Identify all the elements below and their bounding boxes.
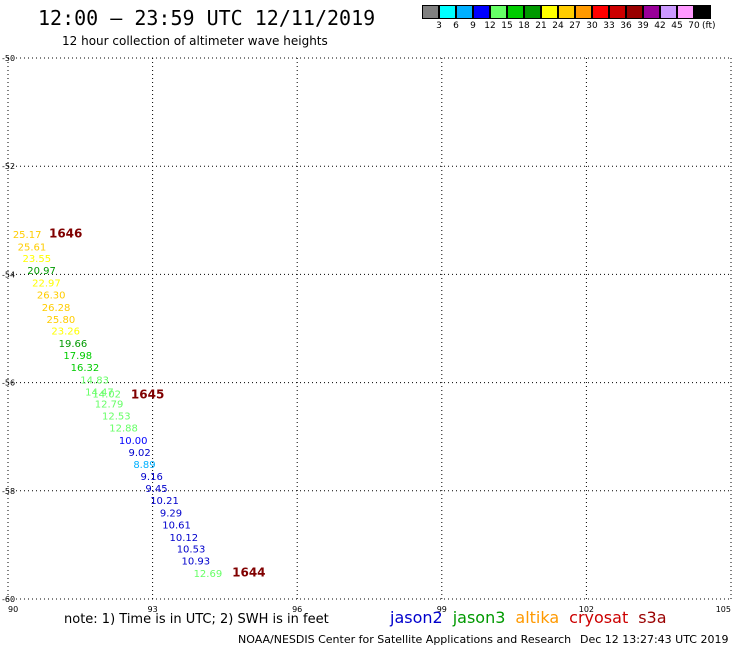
wave-height-value: 12.88 xyxy=(109,424,138,435)
color-scale-unit: (ft) xyxy=(702,21,716,31)
wave-height-value: 25.80 xyxy=(47,315,76,326)
color-swatch xyxy=(694,5,711,19)
color-scale-label: 12 xyxy=(484,21,496,31)
color-swatch xyxy=(524,5,541,19)
color-scale-label: 39 xyxy=(637,21,649,31)
wave-height-value: 12.79 xyxy=(95,400,124,411)
time-labels: 1646 1645 1644 xyxy=(49,226,266,579)
color-scale-label: 30 xyxy=(586,21,598,31)
wave-height-value: 10.61 xyxy=(162,520,191,531)
units-note: note: 1) Time is in UTC; 2) SWH is in fe… xyxy=(64,612,329,627)
wave-height-value: 9.02 xyxy=(129,448,151,459)
wave-height-value: 10.93 xyxy=(182,557,211,568)
latitude-tick-label: -56 xyxy=(2,379,15,388)
color-swatch xyxy=(677,5,694,19)
page-title: 12:00 – 23:59 UTC 12/11/2019 xyxy=(38,6,376,30)
color-swatch xyxy=(575,5,592,19)
color-swatch xyxy=(473,5,490,19)
color-swatch xyxy=(541,5,558,19)
wave-height-value: 10.21 xyxy=(150,496,179,507)
latitude-tick-label: -60 xyxy=(2,595,15,604)
wave-height-value: 14.47 xyxy=(85,387,114,398)
wave-height-value: 8.89 xyxy=(133,460,155,471)
color-scale-label: 21 xyxy=(535,21,547,31)
wave-height-value: 25.17 xyxy=(13,230,42,241)
credit-text: NOAA/NESDIS Center for Satellite Applica… xyxy=(238,633,572,646)
latitude-tick-label: -58 xyxy=(2,487,15,496)
color-scale-label: 9 xyxy=(470,21,476,31)
wave-height-value: 23.55 xyxy=(22,254,51,265)
color-swatch xyxy=(507,5,524,19)
color-scale-label: 27 xyxy=(569,21,581,31)
wave-height-value: 19.66 xyxy=(59,339,88,350)
legend-item-s3a: s3a xyxy=(638,608,667,627)
longitude-tick-label: 93 xyxy=(148,605,158,614)
longitude-tick-label: 99 xyxy=(437,605,447,614)
color-swatch xyxy=(558,5,575,19)
color-swatch xyxy=(439,5,456,19)
wave-height-value: 10.00 xyxy=(119,436,148,447)
pass-time-label: 1644 xyxy=(232,565,265,579)
wave-height-value: 9.45 xyxy=(145,484,167,495)
wave-height-value: 10.12 xyxy=(169,533,198,544)
wave-height-value: 14.02 xyxy=(92,389,121,400)
wave-height-value: 20.97 xyxy=(27,266,56,277)
color-scale-label: 6 xyxy=(453,21,459,31)
satellite-legend: jason2 jason3 altika cryosat s3a xyxy=(390,608,677,627)
wave-height-value: 22.97 xyxy=(32,279,61,290)
wave-height-value: 25.61 xyxy=(18,242,47,253)
color-swatch xyxy=(626,5,643,19)
timestamp-text: Dec 12 13:27:43 UTC 2019 xyxy=(580,633,729,646)
color-swatch xyxy=(592,5,609,19)
color-swatch xyxy=(609,5,626,19)
color-scale-label: 33 xyxy=(603,21,615,31)
pass-time-label: 1646 xyxy=(49,226,82,240)
color-scale-label: 36 xyxy=(620,21,632,31)
color-scale-label: 18 xyxy=(518,21,530,31)
color-scale-label: 15 xyxy=(501,21,513,31)
color-scale-label: 70 xyxy=(688,21,700,31)
pass-time-label: 1645 xyxy=(131,388,164,402)
color-scale-label: 45 xyxy=(671,21,683,31)
latitude-tick-label: -52 xyxy=(2,162,15,171)
color-swatch xyxy=(456,5,473,19)
legend-item-cryosat: cryosat xyxy=(569,608,629,627)
longitude-tick-label: 90 xyxy=(8,605,18,614)
color-scale-label: 24 xyxy=(552,21,564,31)
legend-item-jason3: jason3 xyxy=(452,608,506,627)
longitude-tick-label: 96 xyxy=(292,605,302,614)
wave-height-value: 17.98 xyxy=(63,351,92,362)
color-scale-label: 3 xyxy=(436,21,442,31)
longitude-tick-label: 105 xyxy=(716,605,731,614)
wave-height-value: 12.53 xyxy=(102,412,131,423)
page-subtitle: 12 hour collection of altimeter wave hei… xyxy=(62,34,328,48)
wave-height-value: 26.28 xyxy=(42,303,71,314)
latitude-tick-label: -50 xyxy=(2,54,15,63)
color-scale-label: 42 xyxy=(654,21,666,31)
wave-height-value: 9.16 xyxy=(141,472,163,483)
map-grid xyxy=(7,57,732,600)
wave-height-value: 26.30 xyxy=(37,290,66,301)
color-swatch xyxy=(643,5,660,19)
latitude-tick-label: -54 xyxy=(2,270,15,279)
longitude-tick-label: 102 xyxy=(579,605,594,614)
wave-height-value: 10.53 xyxy=(177,545,206,556)
legend-item-altika: altika xyxy=(515,608,560,627)
wave-height-value: 12.69 xyxy=(194,569,223,580)
wave-height-value: 9.29 xyxy=(160,508,182,519)
wave-height-value: 16.32 xyxy=(71,363,100,374)
color-swatch xyxy=(422,5,439,19)
wave-height-value: 23.26 xyxy=(51,327,80,338)
color-swatch xyxy=(490,5,507,19)
color-swatch xyxy=(660,5,677,19)
map-axes: 90 93 96 99 102 105 -50 -52 -54 -56 -58 -60 xyxy=(2,54,731,614)
wave-height-value: 14.83 xyxy=(80,375,109,386)
legend-item-jason2: jason2 xyxy=(390,608,443,627)
